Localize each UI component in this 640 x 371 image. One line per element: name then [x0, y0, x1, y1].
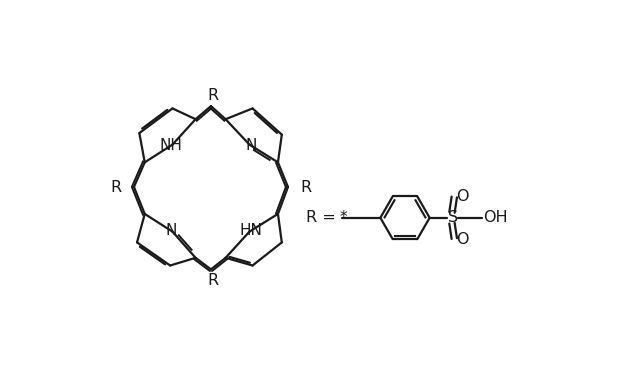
Text: N: N	[165, 223, 177, 238]
Text: HN: HN	[239, 223, 262, 238]
Text: O: O	[456, 189, 469, 204]
Text: R: R	[207, 273, 218, 288]
Text: N: N	[245, 138, 257, 153]
Text: R: R	[300, 180, 312, 195]
Text: O: O	[456, 232, 469, 247]
Text: R =: R =	[306, 210, 336, 225]
Text: *: *	[340, 210, 347, 225]
Text: S: S	[447, 210, 458, 225]
Text: R: R	[207, 88, 218, 103]
Text: OH: OH	[484, 210, 508, 225]
Text: R: R	[111, 180, 122, 195]
Text: NH: NH	[159, 138, 182, 153]
